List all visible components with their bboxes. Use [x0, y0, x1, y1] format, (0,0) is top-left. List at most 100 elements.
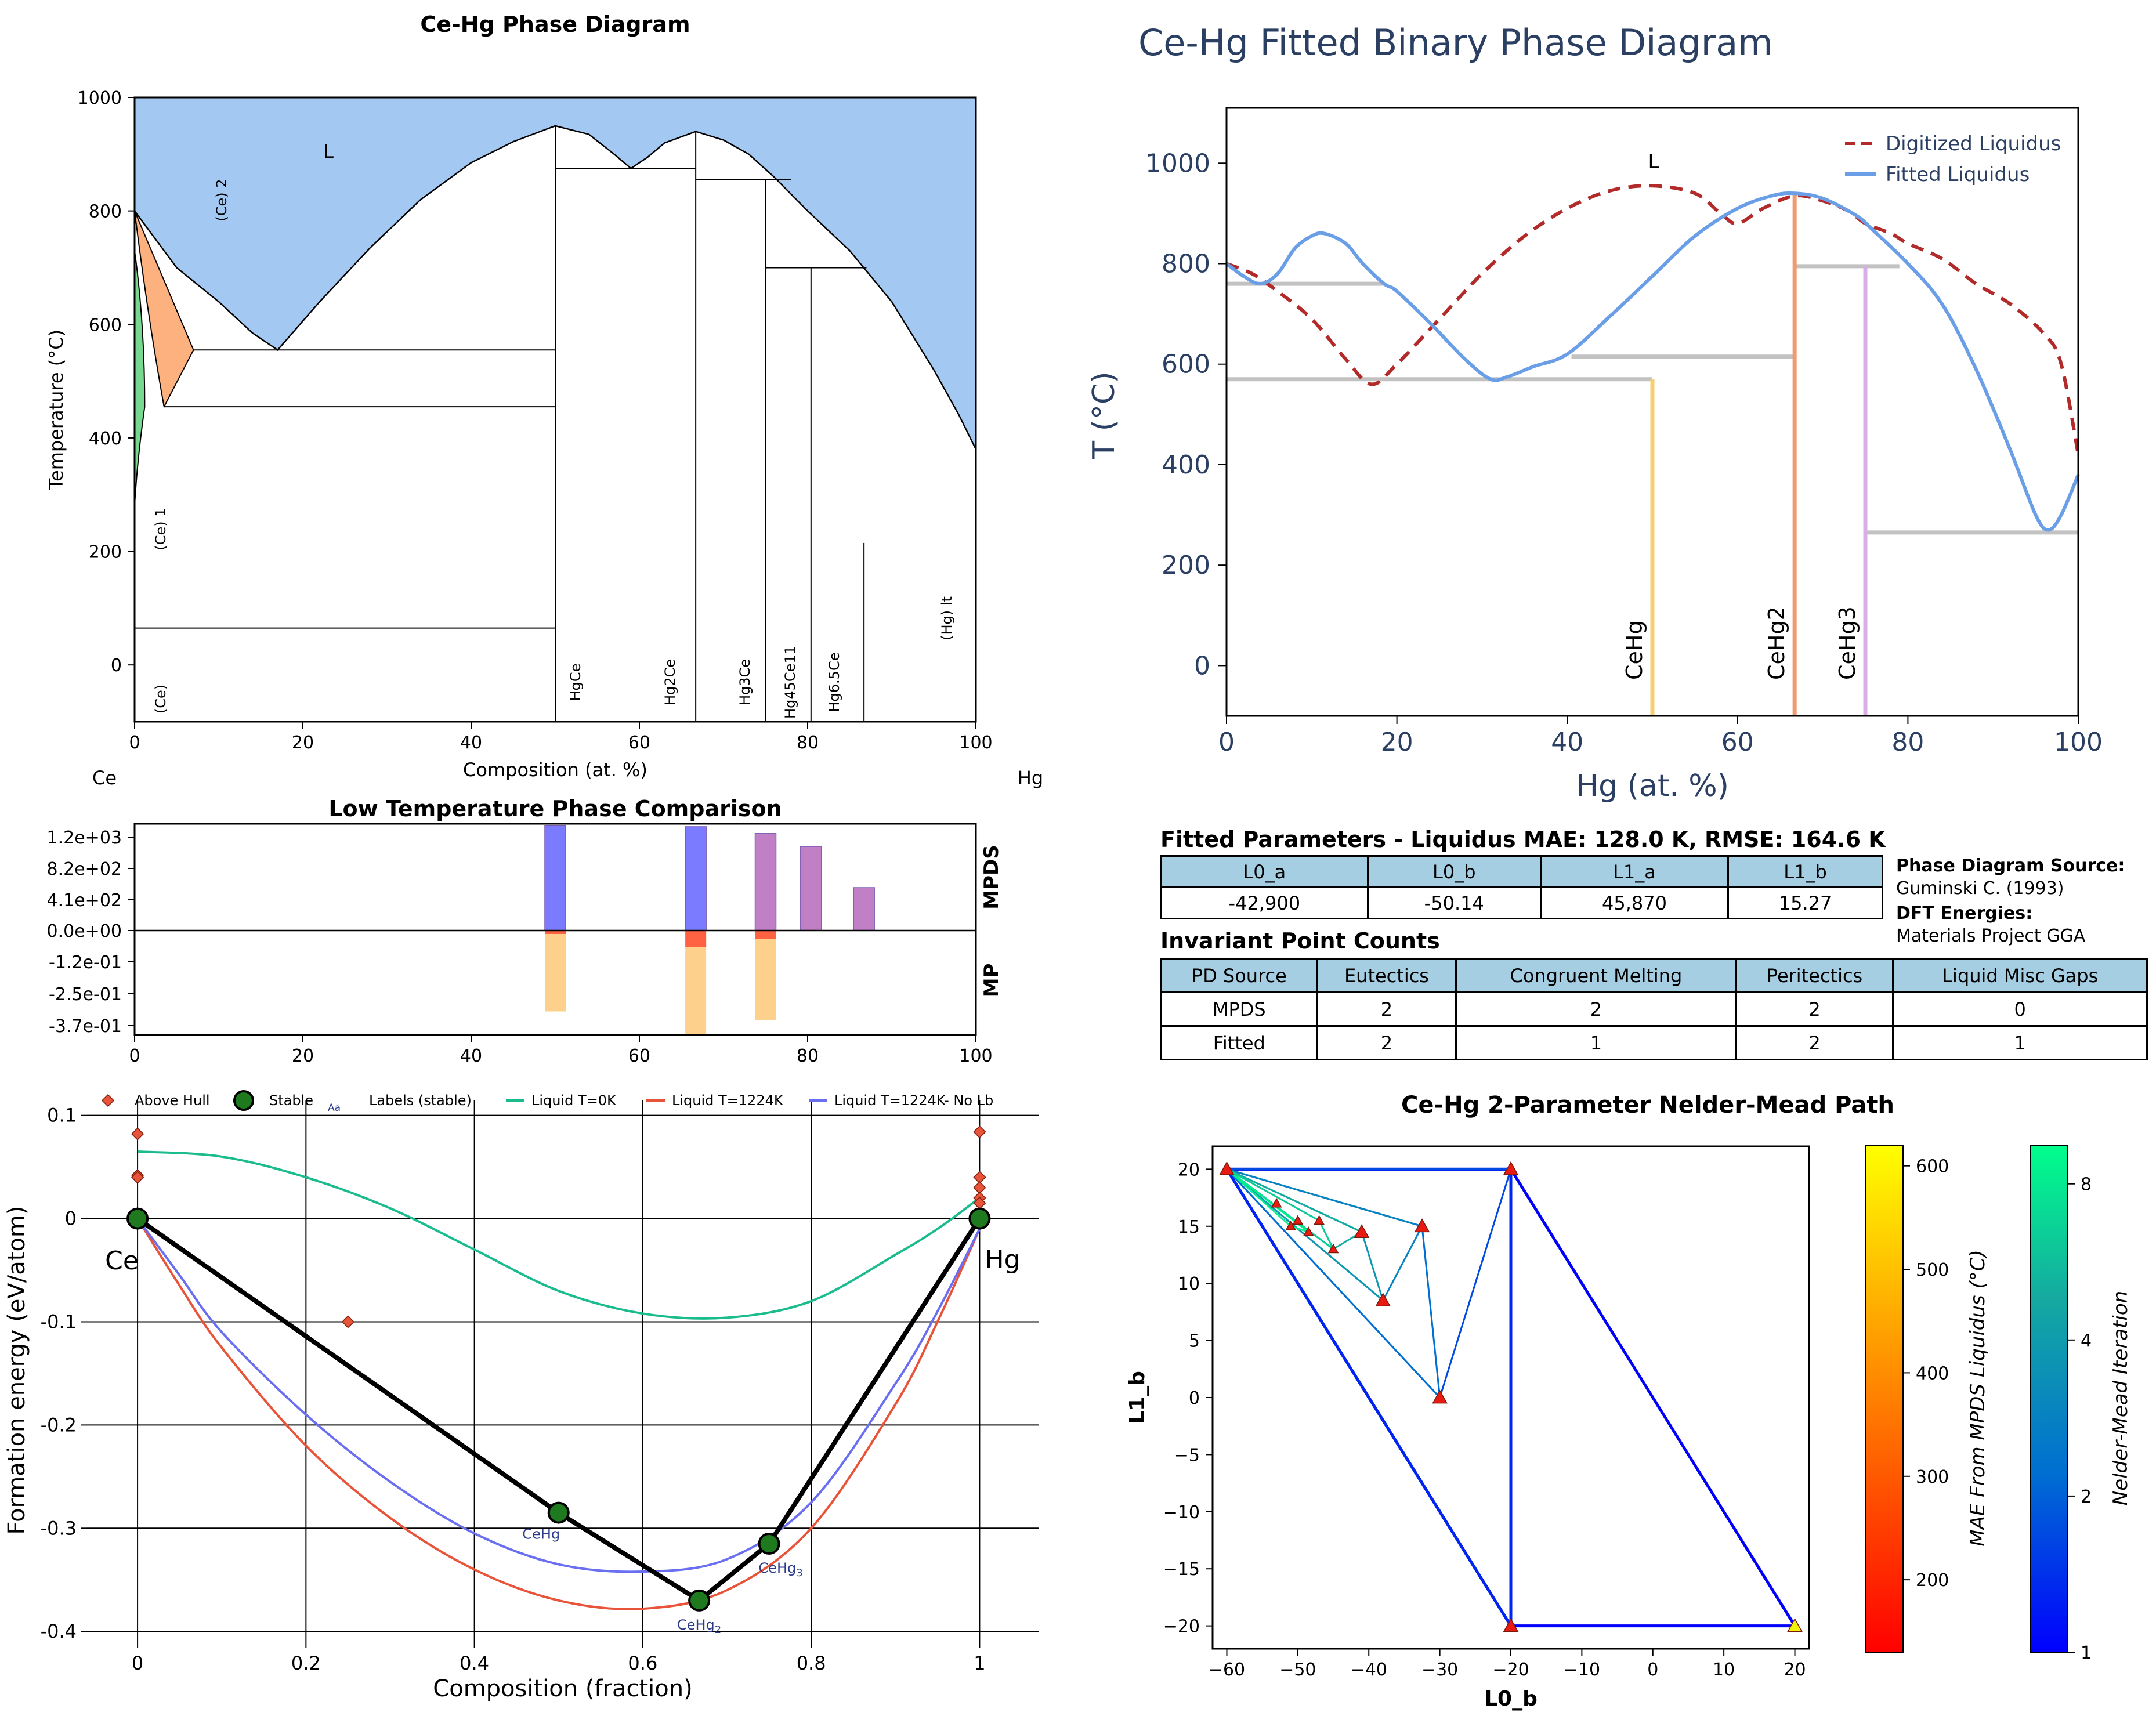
mp-above-hull-bar: [685, 931, 707, 947]
fitted-title: Ce-Hg Fitted Binary Phase Diagram: [1138, 21, 1773, 64]
x-tick-label: 0: [132, 1652, 143, 1674]
legend-marker-above-hull: [101, 1094, 115, 1107]
y-tick-label: 800: [1162, 249, 1210, 278]
end-label-ce: Ce: [92, 767, 117, 789]
mpds-bar: [754, 833, 777, 931]
pd-frame: [133, 96, 977, 723]
invariant-cell: Fitted: [1160, 1025, 1318, 1060]
end-label-hg: Hg: [985, 1245, 1020, 1275]
invariant-header: Congruent Melting: [1455, 958, 1737, 993]
y-tick-label: 400: [89, 429, 122, 449]
legend-label: Stable: [269, 1092, 313, 1109]
evaluated-point: [1303, 1226, 1314, 1236]
evaluated-point: [1327, 1243, 1339, 1254]
cbar-tick-label: 500: [1916, 1260, 1949, 1280]
simplex: [1509, 1164, 1797, 1628]
y-tick-label: -2.5e-01: [49, 984, 122, 1005]
invariant-header: Peritectics: [1735, 958, 1894, 993]
nm-ylabel: L1_b: [1126, 1371, 1149, 1424]
invariant-header: PD Source: [1160, 958, 1318, 993]
y-tick-label: -0.4: [41, 1620, 77, 1642]
cbar-tick-label: 8: [2081, 1175, 2092, 1195]
y-tick-label: 4.1e+02: [47, 890, 122, 911]
bar-title: Low Temperature Phase Comparison: [328, 796, 782, 821]
dft-label: DFT Energies:: [1896, 903, 2033, 924]
fitted-params-title: Fitted Parameters - Liquidus MAE: 128.0 …: [1160, 827, 1886, 852]
y-tick-label: 200: [1162, 551, 1210, 580]
x-tick-label: 1: [974, 1652, 985, 1674]
legend-marker-aa: Aa: [328, 1102, 341, 1114]
stable-point: [968, 1207, 991, 1230]
stable-label-sub: 2: [715, 1624, 721, 1636]
fitted-ylabel: T (°C): [1087, 371, 1122, 459]
legend-marker-stable: [233, 1090, 254, 1111]
series-line: [137, 1150, 981, 1320]
phase-label-hg45ce11: Hg45Ce11: [782, 646, 798, 719]
pd-title: Ce-Hg Phase Diagram: [420, 12, 690, 37]
x-tick-label: 40: [460, 1046, 482, 1066]
y-tick-label: 800: [89, 202, 122, 222]
simplex: [1225, 1168, 1513, 1399]
iteration-colorbar: [2030, 1145, 2068, 1653]
x-tick-label: 0: [129, 1046, 140, 1066]
fitted-xlabel: Hg (at. %): [1576, 769, 1729, 803]
dft-source: Materials Project GGA: [1896, 926, 2086, 946]
phase-label-hgce: HgCe: [567, 664, 584, 701]
pd-source-label: Phase Diagram Source:: [1896, 856, 2125, 876]
phase-label-hg2ce: Hg2Ce: [662, 659, 678, 705]
invariant-cell: MPDS: [1160, 991, 1318, 1027]
evaluated-point: [1787, 1618, 1803, 1632]
y-tick-label: 1000: [78, 88, 122, 108]
convex-hull: [136, 1217, 982, 1603]
simplex: [1226, 1168, 1424, 1302]
x-tick-label: 80: [1891, 727, 1924, 757]
param-value: -42,900: [1160, 886, 1369, 919]
series-line: [136, 1218, 981, 1573]
x-tick-label: 80: [797, 733, 819, 753]
ce1-region: [134, 250, 146, 506]
param-value: 45,870: [1539, 886, 1730, 919]
liquid-region: [135, 97, 976, 450]
evaluated-point: [1414, 1218, 1430, 1233]
y-tick-label: -0.1: [41, 1310, 77, 1333]
y-tick-label: −20: [1163, 1617, 1200, 1637]
iteration-colorbar-label: Nelder-Mead Iteration: [2109, 1291, 2132, 1505]
y-tick-label: 5: [1189, 1331, 1200, 1352]
stable-label-sub: 3: [796, 1567, 802, 1579]
y-tick-label: 0.1: [47, 1105, 77, 1127]
phase-label-liquid: L: [323, 140, 334, 162]
y-tick-label: -3.7e-01: [49, 1016, 122, 1037]
pd-xlabel: Composition (at. %): [463, 759, 647, 781]
y-tick-label: 0: [1189, 1388, 1200, 1409]
x-tick-label: −30: [1421, 1660, 1458, 1680]
invariant-header: Liquid Misc Gaps: [1892, 958, 2148, 993]
above-hull-point: [341, 1315, 354, 1328]
invariant-counts-table: PD Source Eutectics Congruent Melting Pe…: [1160, 958, 2148, 1060]
mp-bar: [755, 931, 776, 1020]
invariant-cell: 2: [1735, 1025, 1894, 1060]
y-tick-label: 200: [89, 542, 122, 563]
x-tick-label: 0.4: [460, 1652, 489, 1674]
stable-point: [126, 1207, 149, 1230]
ce2-region: [134, 211, 194, 409]
x-tick-label: 0: [129, 733, 140, 753]
above-hull-point: [973, 1125, 986, 1139]
compound-label: CeHg: [1622, 620, 1647, 680]
stable-label: CeHg2: [677, 1617, 721, 1636]
mp-above-hull-bar: [545, 931, 566, 934]
x-tick-label: 0.6: [628, 1652, 657, 1674]
panel-label-mp: MP: [980, 964, 1003, 998]
y-tick-label: 600: [1162, 350, 1210, 379]
y-tick-label: 1000: [1145, 149, 1210, 178]
x-tick-label: 60: [628, 1046, 650, 1066]
cbar-tick-label: 4: [2081, 1331, 2092, 1351]
x-tick-label: 20: [1784, 1660, 1806, 1680]
invariant-cell: 1: [1892, 1025, 2148, 1060]
invariant-cell: 2: [1316, 991, 1457, 1027]
x-tick-label: 40: [460, 733, 482, 753]
x-tick-label: 10: [1713, 1660, 1735, 1680]
phase-label-ce1: (Ce) 1: [153, 508, 169, 550]
x-tick-label: 100: [959, 733, 992, 753]
